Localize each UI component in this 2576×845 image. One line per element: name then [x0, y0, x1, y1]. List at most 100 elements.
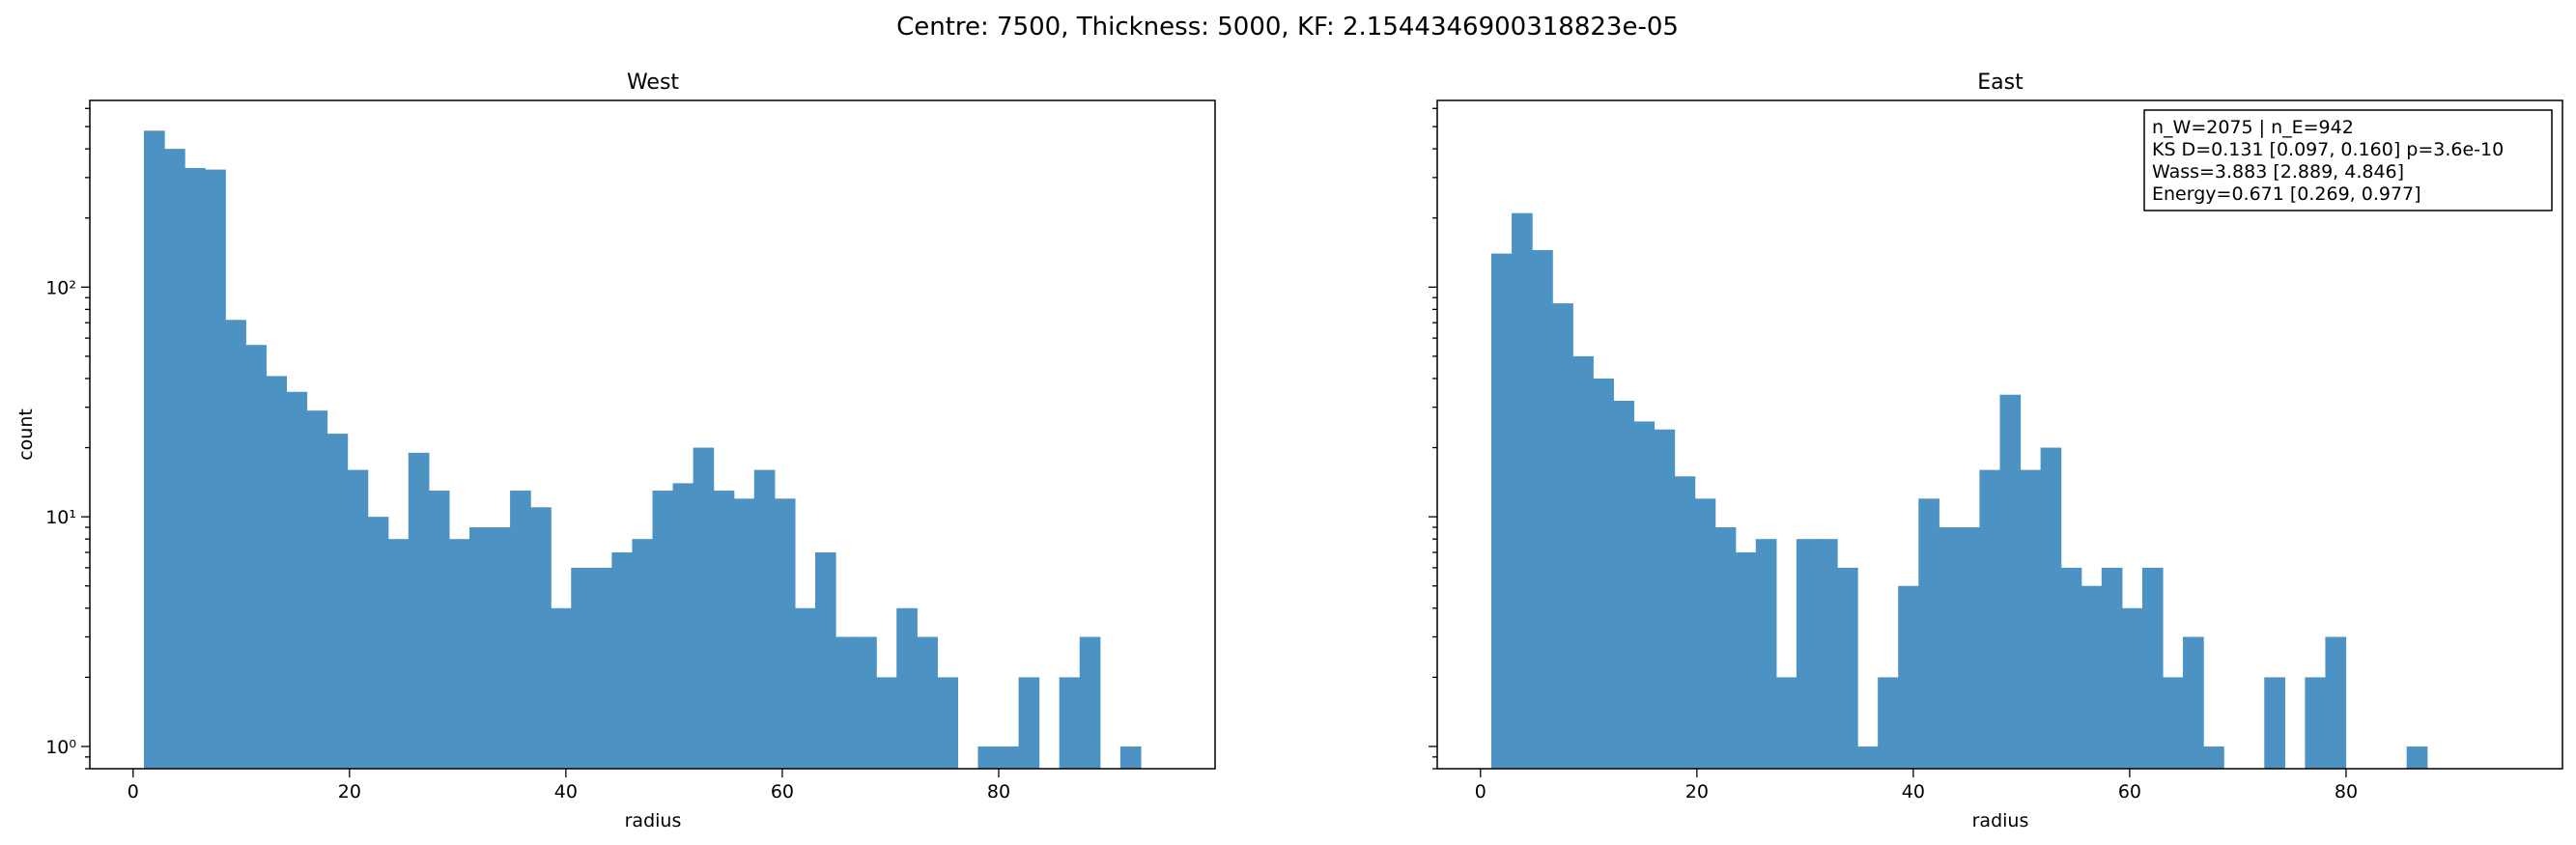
histogram-bar [551, 607, 572, 769]
x-tick-label: 40 [554, 781, 578, 803]
west-x-ticks: 0 20 40 60 80 [127, 769, 1010, 803]
histogram-bar [205, 169, 226, 770]
histogram-bar [2141, 567, 2164, 769]
histogram-bar [672, 483, 694, 769]
east-panel: East 0 20 40 60 80 radius n_W=2075 | n_E=942… [1429, 70, 2563, 831]
histogram-bar [1939, 527, 1960, 769]
histogram-bar [753, 469, 776, 769]
stats-line-wasserstein: Wass=3.883 [2.889, 4.846] [2152, 161, 2404, 183]
histogram-bar [571, 567, 592, 769]
east-x-ticks: 0 20 40 60 80 [1475, 769, 2358, 803]
histogram-bar [164, 149, 185, 769]
histogram-bar [794, 607, 816, 769]
histogram-bar [1837, 567, 1858, 769]
histogram-bar [977, 746, 1000, 769]
x-tick-label: 20 [1685, 781, 1709, 803]
east-bars [1491, 212, 2428, 769]
stats-annotation-frame [2143, 109, 2553, 211]
histogram-bar [1654, 429, 1676, 769]
x-tick-label: 80 [987, 781, 1010, 803]
histogram-bar [510, 491, 531, 769]
histogram-bar [1755, 539, 1777, 769]
histogram-bar [1613, 401, 1635, 769]
histogram-bar [245, 345, 267, 769]
histogram-bar [2040, 447, 2062, 769]
y-tick-label: 10¹ [45, 507, 76, 528]
x-tick-label: 80 [2335, 781, 2358, 803]
histogram-bar [2406, 746, 2428, 769]
histogram-bar [1694, 498, 1716, 769]
histogram-bar [448, 539, 470, 769]
histogram-bar [1735, 551, 1757, 769]
histogram-bar [1816, 539, 1838, 769]
histogram-bar [1898, 585, 1919, 769]
histogram-bar [468, 527, 491, 769]
histogram-bar [1512, 212, 1533, 769]
histogram-bar [1079, 636, 1101, 769]
histogram-bar [1979, 469, 2001, 769]
histogram-bar [1018, 677, 1040, 769]
histogram-bar [632, 539, 654, 769]
histogram-bar [2183, 636, 2204, 769]
histogram-bar [225, 320, 246, 769]
histogram-bar [1674, 476, 1696, 769]
west-y-ticks: 10⁰ 10¹ 10² [45, 107, 90, 770]
histogram-bar [428, 491, 450, 769]
histogram-bar [814, 551, 836, 769]
histogram-bar [1552, 303, 1573, 769]
histogram-bar [591, 567, 612, 769]
west-panel: West 10⁰ 10¹ 10² 0 20 40 60 80 radius count [15, 70, 1216, 831]
west-bars [144, 130, 1142, 770]
histogram-bar [896, 607, 918, 769]
west-x-axis-label: radius [625, 810, 682, 831]
histogram-bar [2325, 636, 2347, 769]
histogram-bar [347, 469, 369, 769]
y-tick-label: 10² [45, 277, 76, 298]
x-tick-label: 20 [338, 781, 361, 803]
histogram-bar [856, 636, 877, 769]
west-title: West [627, 70, 679, 95]
histogram-bar [1878, 677, 1899, 769]
histogram-bar [387, 539, 410, 769]
histogram-bar [286, 391, 308, 769]
histogram-bar [1796, 539, 1818, 769]
histogram-bar [367, 517, 389, 769]
histogram-bar [1532, 249, 1553, 769]
histogram-bar [184, 168, 206, 769]
histogram-bar [1857, 746, 1879, 769]
histogram-bar [652, 491, 674, 769]
histogram-bar [1572, 355, 1594, 769]
x-tick-label: 0 [127, 781, 139, 803]
east-plot-frame [1436, 99, 2563, 770]
stats-annotation-box: n_W=2075 | n_E=942 KS D=0.131 [0.097, 0.… [2143, 109, 2553, 211]
histogram-bar [1059, 677, 1081, 769]
histogram-bar [1918, 498, 1939, 769]
histogram-bar [713, 491, 735, 769]
histogram-bar [306, 410, 328, 769]
west-plot-frame [89, 99, 1216, 770]
histogram-bar [2101, 567, 2123, 769]
histogram-bar [2264, 677, 2285, 769]
histogram-bar [490, 527, 511, 769]
histogram-bar [1633, 421, 1656, 769]
histogram-bar [1119, 746, 1142, 769]
histogram-bar [835, 636, 857, 769]
east-title: East [1977, 70, 2024, 95]
x-tick-label: 40 [1902, 781, 1925, 803]
histogram-bar [937, 677, 958, 769]
histogram-bar [1959, 527, 1981, 769]
histogram-bar [774, 498, 796, 769]
histogram-bar [998, 746, 1020, 769]
histogram-bar [2121, 607, 2143, 769]
histogram-bar [1491, 253, 1513, 769]
stats-line-counts: n_W=2075 | n_E=942 [2152, 117, 2354, 138]
histogram-bar [2020, 469, 2042, 769]
x-tick-label: 60 [2118, 781, 2141, 803]
x-tick-label: 0 [1475, 781, 1486, 803]
histogram-bar [408, 452, 430, 769]
histogram-bar [530, 507, 552, 769]
histogram-bar [2081, 585, 2103, 769]
histogram-bar [1593, 378, 1614, 769]
histogram-bar [266, 376, 288, 769]
